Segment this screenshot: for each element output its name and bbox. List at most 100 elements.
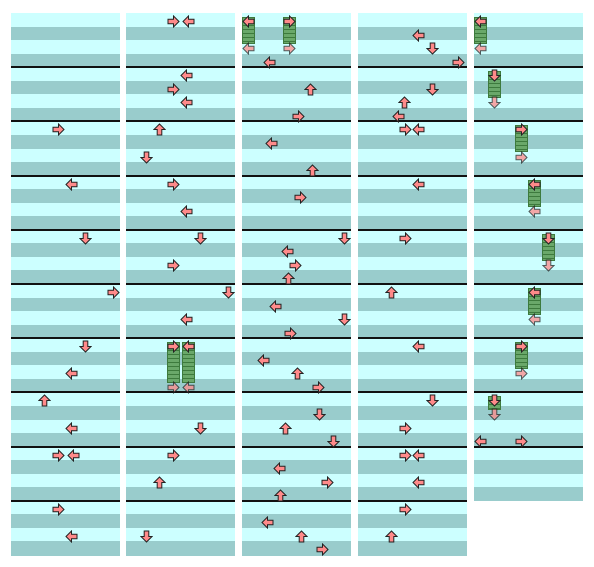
lane-stripe xyxy=(126,243,235,258)
hold-end-arrow-icon xyxy=(242,40,255,56)
lane-stripe xyxy=(126,338,235,353)
lane-stripe xyxy=(242,175,351,190)
lane-stripe xyxy=(126,500,235,515)
lane-stripe xyxy=(11,514,120,529)
lane-stripe xyxy=(358,189,467,204)
measure-line xyxy=(242,337,351,340)
lane-stripe xyxy=(126,419,235,434)
arrow-up-icon xyxy=(273,487,288,502)
lane-stripe xyxy=(358,13,467,28)
arrow-right-icon xyxy=(515,121,528,137)
lane-stripe xyxy=(474,229,583,244)
arrow-left-icon xyxy=(180,311,193,327)
lane-stripe xyxy=(126,433,235,448)
lane-stripe xyxy=(11,324,120,339)
arrow-right-icon xyxy=(292,108,305,124)
lane-stripe xyxy=(11,527,120,543)
arrow-right-icon xyxy=(515,338,528,354)
lane-stripe xyxy=(358,162,467,177)
lane-stripe xyxy=(126,270,235,285)
lane-stripe xyxy=(358,80,467,95)
lane-stripe xyxy=(358,500,467,515)
lane-stripe xyxy=(242,134,351,150)
arrow-left-icon xyxy=(392,108,405,124)
lane-stripe xyxy=(126,378,235,393)
measure-line xyxy=(358,337,467,340)
lane-stripe xyxy=(11,419,120,434)
lane-stripe xyxy=(474,67,583,82)
lane-stripe xyxy=(358,121,467,136)
lane-stripe xyxy=(242,270,351,285)
measure-line xyxy=(358,120,467,123)
arrow-down-icon xyxy=(425,81,440,96)
lane-stripe xyxy=(11,487,120,502)
lane-stripe xyxy=(11,216,120,231)
lane-stripe xyxy=(358,216,467,231)
measure-line xyxy=(474,283,583,285)
lane-stripe xyxy=(358,419,467,434)
measure-line xyxy=(358,174,467,177)
lane-stripe xyxy=(242,500,351,515)
lane-stripe xyxy=(126,107,235,122)
arrow-down-icon xyxy=(139,528,154,543)
arrow-down-icon xyxy=(312,406,327,421)
measure-line xyxy=(11,499,120,502)
lane-stripe xyxy=(11,365,120,380)
lane-stripe xyxy=(126,189,235,204)
lane-stripe xyxy=(11,148,120,163)
measure-line xyxy=(474,228,583,231)
arrow-left-icon xyxy=(265,135,278,151)
lane-stripe xyxy=(11,270,120,285)
lane-stripe xyxy=(11,338,120,353)
lane-stripe xyxy=(242,487,351,502)
measure-line xyxy=(126,445,235,448)
lane-stripe xyxy=(126,311,235,326)
measure-line xyxy=(126,391,235,394)
lane-stripe xyxy=(358,487,467,502)
lane-stripe xyxy=(358,351,467,366)
lane-stripe xyxy=(126,324,235,339)
measure-line xyxy=(474,445,583,448)
lane-stripe xyxy=(126,40,235,55)
arrow-right-icon xyxy=(167,257,180,273)
lane-stripe xyxy=(126,405,235,421)
chart-column-2 xyxy=(126,13,236,556)
lane-stripe xyxy=(126,162,235,177)
arrow-right-icon xyxy=(312,379,325,395)
lane-stripe xyxy=(474,202,583,217)
lane-stripe xyxy=(126,216,235,231)
arrow-right-icon xyxy=(294,189,307,205)
measure-line xyxy=(242,499,351,502)
arrow-left-icon xyxy=(528,176,541,191)
measure-line xyxy=(126,66,235,69)
lane-stripe xyxy=(242,243,351,258)
lane-stripe xyxy=(242,94,351,109)
arrow-right-icon xyxy=(399,230,412,246)
measure-line xyxy=(242,120,351,123)
arrow-right-icon xyxy=(399,447,412,462)
lane-stripe xyxy=(126,351,235,366)
measure-line xyxy=(474,337,583,340)
lane-stripe xyxy=(474,256,583,272)
arrow-right-icon xyxy=(167,338,180,354)
measure-line xyxy=(474,66,583,69)
lane-stripe xyxy=(474,405,583,421)
arrow-right-icon xyxy=(52,447,65,462)
lane-stripe xyxy=(242,40,351,55)
lane-stripe xyxy=(474,53,583,68)
lane-stripe xyxy=(242,473,351,488)
hold-end-arrow-icon xyxy=(541,257,556,272)
arrow-right-icon xyxy=(52,501,65,517)
lane-stripe xyxy=(474,446,583,461)
lane-stripe xyxy=(358,243,467,258)
lane-stripe xyxy=(474,26,583,41)
lane-stripe xyxy=(474,365,583,380)
lane-stripe xyxy=(11,405,120,421)
arrow-left-icon xyxy=(412,121,425,137)
lane-stripe xyxy=(242,311,351,326)
arrow-down-icon xyxy=(425,40,440,55)
lane-stripe xyxy=(242,338,351,353)
arrow-left-icon xyxy=(412,447,425,462)
arrow-right-icon xyxy=(167,81,180,96)
lane-stripe xyxy=(242,527,351,543)
